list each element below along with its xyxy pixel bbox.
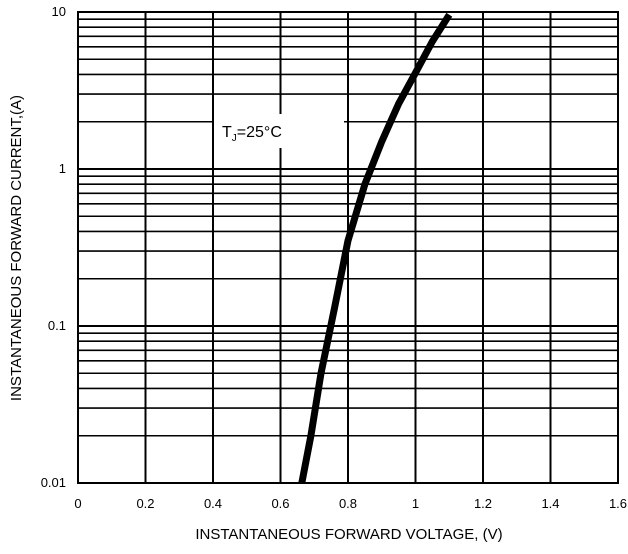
forward-current-curve xyxy=(298,12,453,484)
x-tick-label: 1.6 xyxy=(609,496,627,511)
y-tick-label: 0.01 xyxy=(41,475,66,490)
plot-frame xyxy=(77,11,619,484)
y-tick-label: 10 xyxy=(52,4,66,19)
temperature-annotation: TJ=25°C xyxy=(222,124,282,144)
annotation-background xyxy=(214,114,344,148)
tick-labels: 0 0.2 0.4 0.6 0.8 1 1.2 1.4 1.6 0.01 0.1 1 10 xyxy=(41,4,627,511)
annotation-suffix: =25°C xyxy=(237,124,282,141)
y-tick-label: 0.1 xyxy=(48,318,66,333)
x-tick-label: 1 xyxy=(412,496,419,511)
x-axis-title: INSTANTANEOUS FORWARD VOLTAGE, (V) xyxy=(195,526,502,543)
y-tick-label: 1 xyxy=(59,161,66,176)
x-tick-label: 0.4 xyxy=(204,496,222,511)
x-tick-label: 0.8 xyxy=(339,496,357,511)
x-tick-label: 1.2 xyxy=(474,496,492,511)
series-layer xyxy=(298,12,453,484)
y-axis-title: INSTANTANEOUS FORWARD CURRENT,(A) xyxy=(8,95,25,401)
x-tick-label: 1.4 xyxy=(541,496,559,511)
annotation-subscript: J xyxy=(232,133,237,144)
x-tick-label: 0.2 xyxy=(136,496,154,511)
x-tick-label: 0 xyxy=(74,496,81,511)
annotation-prefix: T xyxy=(222,124,232,141)
x-tick-label: 0.6 xyxy=(271,496,289,511)
